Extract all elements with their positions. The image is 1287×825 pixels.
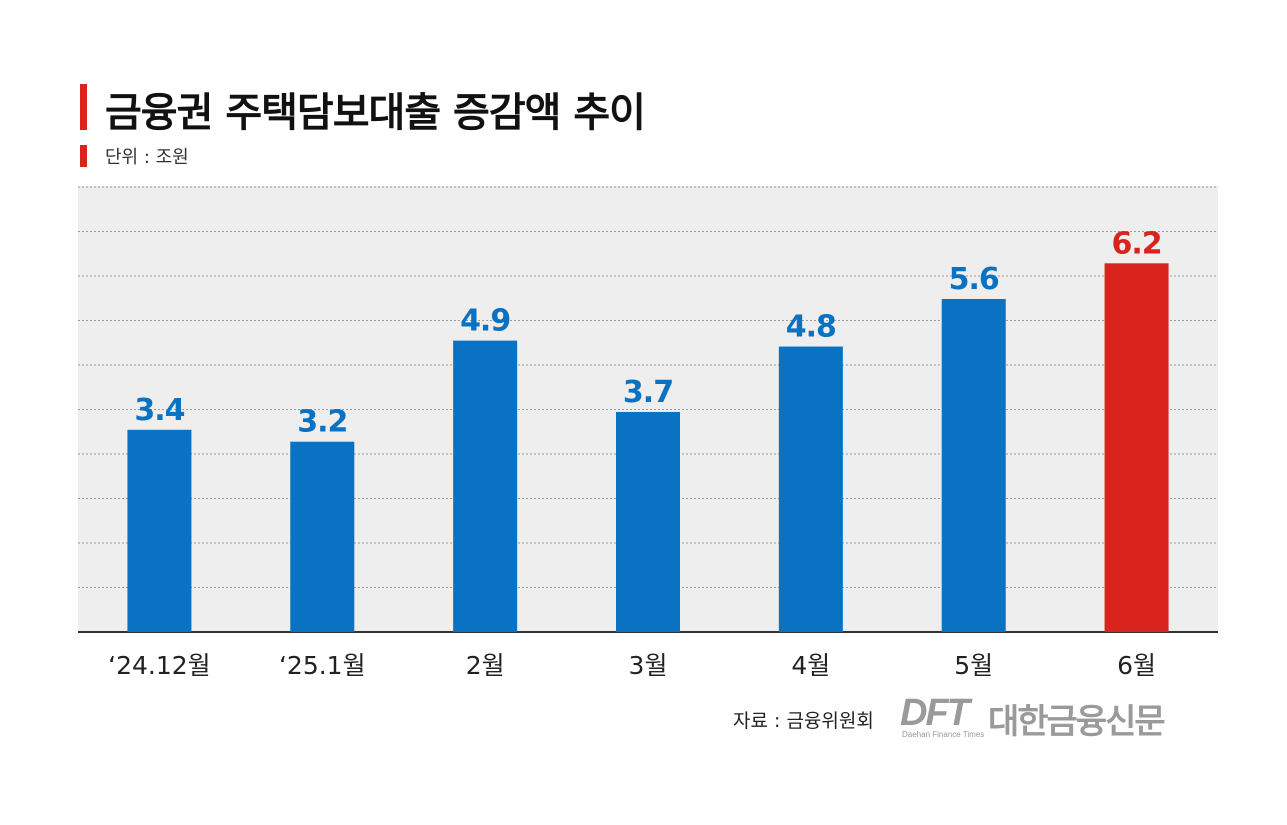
logo-name-en: Daehan Finance Times bbox=[902, 730, 985, 739]
bar-3 bbox=[616, 411, 680, 632]
data-label-0: 3.4 bbox=[134, 393, 184, 428]
category-label-3: 3월 bbox=[629, 651, 668, 680]
bar-2 bbox=[453, 340, 518, 632]
publisher-logo: DFT 대한금융신문 Daehan Finance Times bbox=[900, 692, 1220, 744]
data-label-1: 3.2 bbox=[297, 405, 347, 440]
data-label-4: 4.8 bbox=[786, 310, 836, 345]
category-label-0: ‘24.12월 bbox=[108, 651, 211, 680]
bar-0 bbox=[127, 429, 192, 632]
unit-label: 단위 : 조원 bbox=[105, 147, 189, 168]
unit-accent-bar bbox=[80, 145, 87, 167]
title-accent-bar bbox=[80, 84, 87, 130]
data-label-3: 3.7 bbox=[623, 375, 673, 410]
bar-6 bbox=[1104, 263, 1169, 632]
data-label-6: 6.2 bbox=[1111, 226, 1161, 261]
category-label-1: ‘25.1월 bbox=[279, 651, 366, 680]
category-label-6: 6월 bbox=[1117, 651, 1156, 680]
bar-1 bbox=[290, 441, 355, 632]
data-label-5: 5.6 bbox=[949, 262, 999, 297]
logo-mark: DFT bbox=[900, 692, 970, 734]
logo-name-kr: 대한금융신문 bbox=[988, 702, 1166, 742]
category-label-4: 4월 bbox=[791, 651, 830, 680]
category-label-5: 5월 bbox=[954, 651, 993, 680]
chart-title: 금융권 주택담보대출 증감액 추이 bbox=[105, 90, 646, 136]
data-label-2: 4.9 bbox=[460, 304, 510, 339]
source-label: 자료 : 금융위원회 bbox=[733, 710, 874, 732]
category-label-2: 2월 bbox=[466, 651, 505, 680]
bar-5 bbox=[941, 298, 1006, 632]
bar-4 bbox=[778, 346, 843, 632]
